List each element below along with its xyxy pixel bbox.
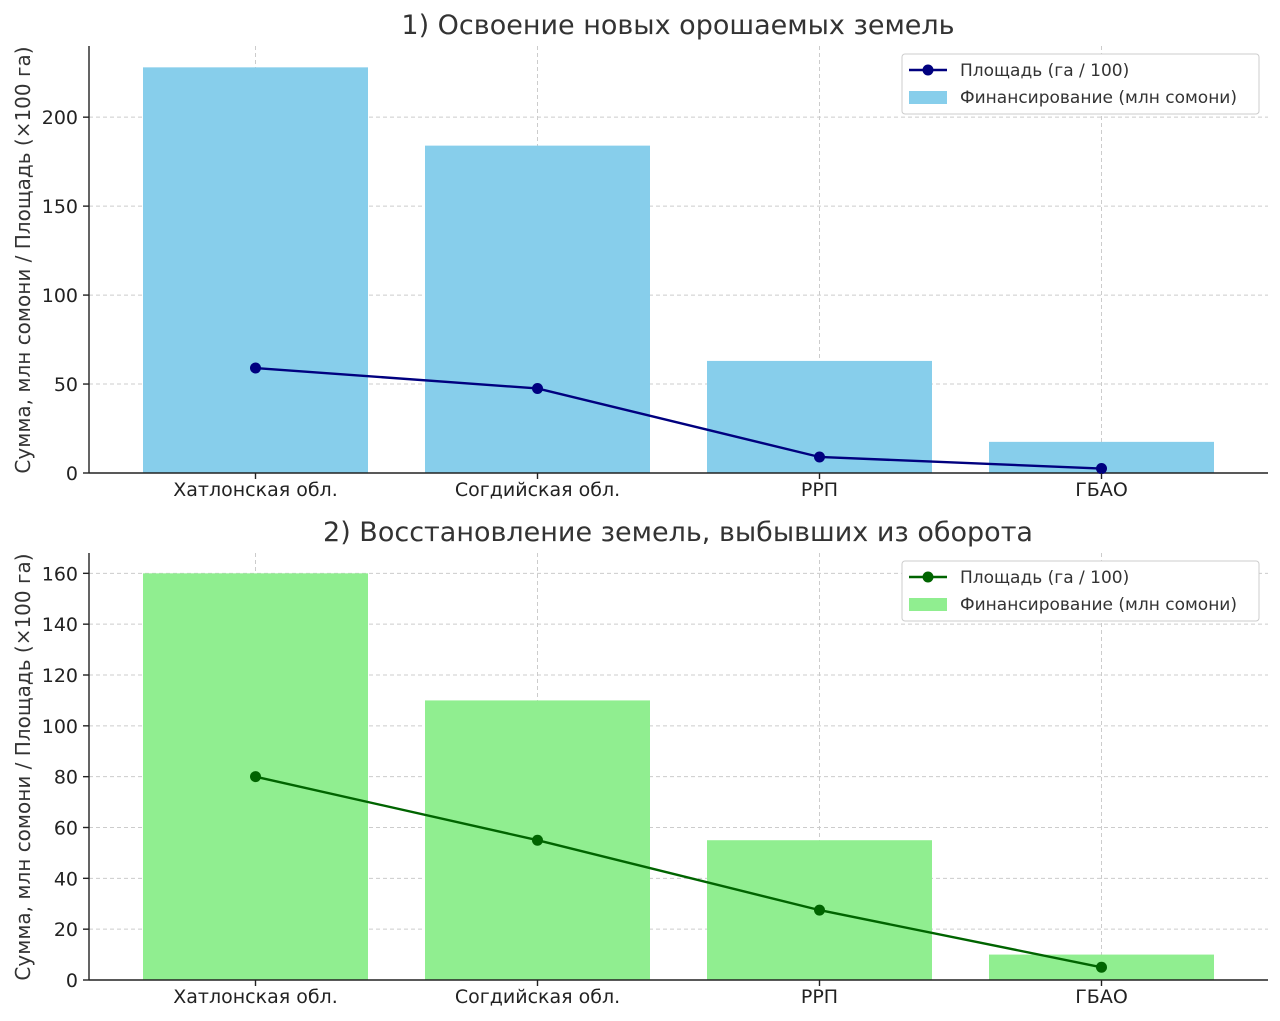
chart-land-restoration: 0 20 40 60 80 100 120 140 160 Хатлонская обл. Согд…: [11, 517, 1268, 1008]
y-tick-label: 20: [54, 919, 78, 941]
y-tick-label: 120: [42, 665, 78, 687]
y-tick-label: 100: [42, 285, 78, 307]
area-point: [250, 362, 261, 374]
line-series: [250, 362, 1107, 475]
y-tick-label: 50: [54, 374, 78, 396]
y-tick-label: 140: [42, 614, 78, 636]
tick-labels: 0 20 40 60 80 100 120 140 160 Хатлонская обл. Согд…: [42, 563, 1128, 1008]
area-point: [1096, 961, 1107, 973]
legend: Площадь (га / 100) Финансирование (млн с…: [901, 560, 1260, 622]
legend-label-funding: Финансирование (млн сомони): [960, 88, 1237, 108]
area-point: [250, 771, 261, 783]
chart-title: 2) Восстановление земель, выбывших из об…: [323, 517, 1033, 548]
area-point: [1096, 463, 1107, 475]
area-point: [532, 382, 543, 394]
area-point: [532, 834, 543, 846]
y-tick-label: 0: [66, 970, 78, 992]
y-tick-label: 100: [42, 716, 78, 738]
y-tick-label: 150: [42, 196, 78, 218]
legend-label-area: Площадь (га / 100): [960, 568, 1129, 588]
bar-series: [143, 67, 1214, 473]
y-tick-label: 40: [54, 868, 78, 890]
x-tick-label: ГБАО: [1075, 986, 1128, 1008]
legend-marker: [922, 571, 934, 583]
y-tick-label: 0: [66, 463, 78, 485]
chart-title: 1) Освоение новых орошаемых земель: [401, 10, 954, 41]
bar: [425, 145, 650, 473]
x-tick-label: Согдийская обл.: [455, 479, 620, 501]
y-tick-label: 60: [54, 818, 78, 840]
line-series: [250, 771, 1107, 973]
legend-box: [901, 560, 1260, 622]
legend-box: [901, 53, 1260, 115]
area-line: [255, 366, 1102, 470]
x-tick-label: Хатлонская обл.: [173, 986, 337, 1008]
bar: [143, 67, 368, 473]
x-tick-label: РРП: [801, 479, 838, 501]
x-tick-label: Согдийская обл.: [455, 986, 620, 1008]
legend-label-funding: Финансирование (млн сомони): [960, 595, 1237, 615]
area-point: [814, 451, 825, 463]
legend-bar-swatch: [909, 91, 947, 104]
tick-labels: 0 50 100 150 200 Хатлонская обл. Согдийская об…: [42, 107, 1128, 501]
legend: Площадь (га / 100) Финансирование (млн с…: [901, 53, 1260, 115]
area-point: [814, 904, 825, 916]
x-tick-label: Хатлонская обл.: [173, 479, 337, 501]
bar-series: [143, 573, 1214, 980]
x-tick-label: РРП: [801, 986, 838, 1008]
y-axis-label: Сумма, млн сомони / Площадь (×100 га): [11, 553, 35, 980]
y-tick-label: 80: [54, 767, 78, 789]
legend-label-area: Площадь (га / 100): [960, 61, 1129, 81]
y-tick-label: 160: [42, 563, 78, 585]
legend-bar-swatch: [909, 598, 947, 611]
legend-marker: [922, 64, 934, 76]
y-axis-label: Сумма, млн сомони / Площадь (×100 га): [11, 46, 35, 473]
chart-land-development: 0 50 100 150 200 Хатлонская обл. Согдийская об…: [11, 10, 1268, 501]
x-tick-label: ГБАО: [1075, 479, 1128, 501]
y-tick-label: 200: [42, 107, 78, 129]
area-line: [255, 775, 1102, 969]
